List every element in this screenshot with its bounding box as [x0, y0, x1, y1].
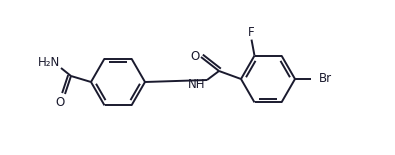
Text: O: O [55, 95, 65, 108]
Text: F: F [248, 26, 255, 39]
Text: O: O [190, 51, 199, 64]
Text: Br: Br [318, 73, 331, 86]
Text: NH: NH [188, 78, 206, 91]
Text: H₂N: H₂N [38, 55, 60, 69]
